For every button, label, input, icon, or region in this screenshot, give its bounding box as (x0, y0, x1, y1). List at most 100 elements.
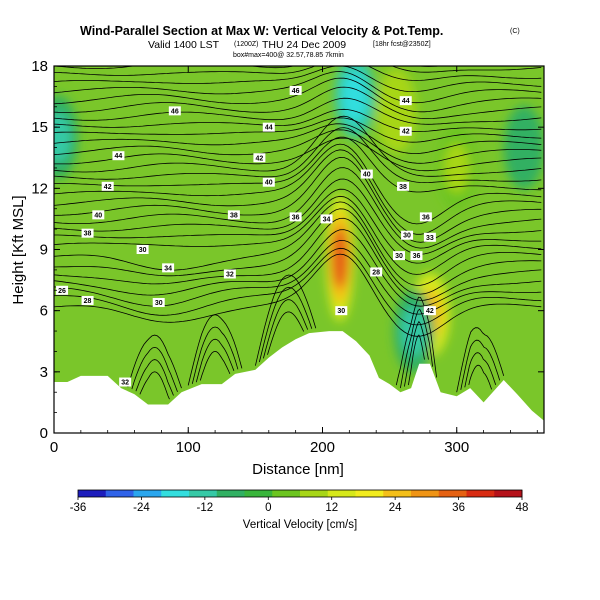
contour-label-text: 30 (139, 247, 147, 254)
subtitle-utc: (1200Z) (234, 41, 259, 48)
colorbar-swatch (272, 490, 301, 497)
contour-label: 42 (423, 306, 436, 316)
contour-label-bg (112, 151, 125, 161)
colorbar-tick-label: -12 (197, 502, 214, 514)
contour-label-text: 28 (84, 298, 92, 305)
contour-label-bg (101, 181, 114, 191)
velocity-cell (400, 306, 427, 356)
theta-contour (54, 66, 542, 93)
contour-label-bg (393, 251, 406, 261)
contour-label-text: 42 (402, 129, 410, 136)
theta-contour (54, 136, 542, 193)
contour-label: 28 (370, 267, 383, 277)
contour-label: 46 (289, 85, 302, 95)
contour-label-text: 30 (403, 233, 411, 240)
theta-contour (54, 149, 542, 235)
contour-label-text: 30 (337, 308, 345, 315)
contour-label-text: 40 (363, 172, 371, 179)
contour-label-text: 36 (413, 253, 421, 260)
contour-label: 44 (399, 96, 412, 106)
contour-label: 46 (168, 106, 181, 116)
contour-label: 30 (136, 245, 149, 254)
colorbar-swatch (300, 490, 329, 497)
theta-contour (54, 239, 542, 315)
contour-label-bg (419, 212, 432, 222)
x-axis: 0 100 200 300 (50, 66, 538, 456)
contour-label-bg (81, 228, 94, 238)
theta-contour (54, 201, 542, 286)
theta-contour (139, 371, 170, 400)
contour-label-bg (397, 181, 410, 191)
contour-label: 36 (419, 212, 432, 222)
theta-contour (191, 326, 239, 384)
velocity-cell (511, 122, 537, 173)
y-tick-label: 15 (31, 119, 48, 136)
y-tick-label: 12 (31, 180, 48, 197)
colorbar-swatch (216, 490, 245, 497)
theta-contour (54, 229, 542, 307)
theta-contour (54, 97, 542, 125)
contour-label-text: 44 (115, 153, 123, 160)
theta-contour (54, 117, 542, 143)
y-tick-label: 9 (40, 242, 48, 259)
contour-label-text: 34 (164, 265, 172, 272)
contour-label-bg (56, 285, 69, 295)
contour-label-bg (92, 210, 105, 220)
contour-label-bg (423, 306, 436, 316)
contour-label-bg (399, 126, 412, 136)
contour-label: 42 (399, 126, 412, 136)
contour-label: 26 (56, 285, 69, 295)
title-mark: (C) (510, 28, 520, 35)
theta-contour (400, 308, 433, 389)
contour-label: 38 (81, 228, 94, 238)
contour-label-text: 40 (94, 212, 102, 219)
colorbar-tick-label: 24 (389, 502, 402, 514)
contour-label-text: 44 (402, 98, 410, 105)
contour-label-text: 34 (323, 216, 331, 223)
contour-label: 34 (320, 214, 333, 224)
contour-label-text: 36 (292, 214, 300, 221)
colorbar-swatch (494, 490, 523, 497)
theta-contour (54, 137, 542, 172)
x-axis-label: Distance [nm] (252, 461, 344, 478)
contour-label: 30 (401, 230, 414, 240)
theta-contour (187, 314, 243, 386)
contour-label-text: 42 (104, 184, 112, 191)
contour-label-text: 38 (84, 231, 92, 238)
contour-label-bg (168, 106, 181, 116)
subtitle-forecast: [18hr fcst@2350Z] (373, 41, 431, 48)
contour-label: 28 (81, 295, 94, 305)
theta-contour (54, 66, 542, 81)
contour-label-bg (223, 269, 236, 279)
theta-contour (54, 123, 542, 154)
y-tick-label: 3 (40, 364, 48, 381)
contour-label: 33 (423, 232, 436, 242)
colorbar-tick-label: 0 (265, 502, 271, 514)
contour-label: 44 (112, 151, 125, 161)
colorbar-swatch (327, 490, 356, 497)
contour-label: 40 (92, 210, 105, 220)
colorbar-swatch (466, 490, 495, 497)
theta-contour (255, 274, 317, 366)
terrain (54, 331, 544, 433)
x-tick-label: 100 (176, 439, 201, 456)
colorbar-swatch (133, 490, 162, 497)
contour-label: 42 (101, 181, 114, 191)
contour-label-bg (262, 122, 275, 132)
contour-label-text: 44 (265, 125, 273, 132)
contour-label: 30 (335, 306, 348, 316)
theta-contour (195, 338, 235, 383)
contour-label-bg (320, 214, 333, 224)
theta-contour (468, 364, 492, 390)
theta-contour (54, 167, 542, 249)
contour-label-bg (401, 230, 414, 240)
colorbar-title: Vertical Velocity [cm/s] (243, 519, 357, 531)
theta-contour (54, 71, 542, 104)
contour-label-text: 33 (426, 235, 434, 242)
y-axis-label: Height [Kft MSL] (10, 195, 27, 304)
contour-label-bg (152, 298, 165, 308)
theta-contour (199, 350, 231, 381)
colorbar-swatch (438, 490, 467, 497)
